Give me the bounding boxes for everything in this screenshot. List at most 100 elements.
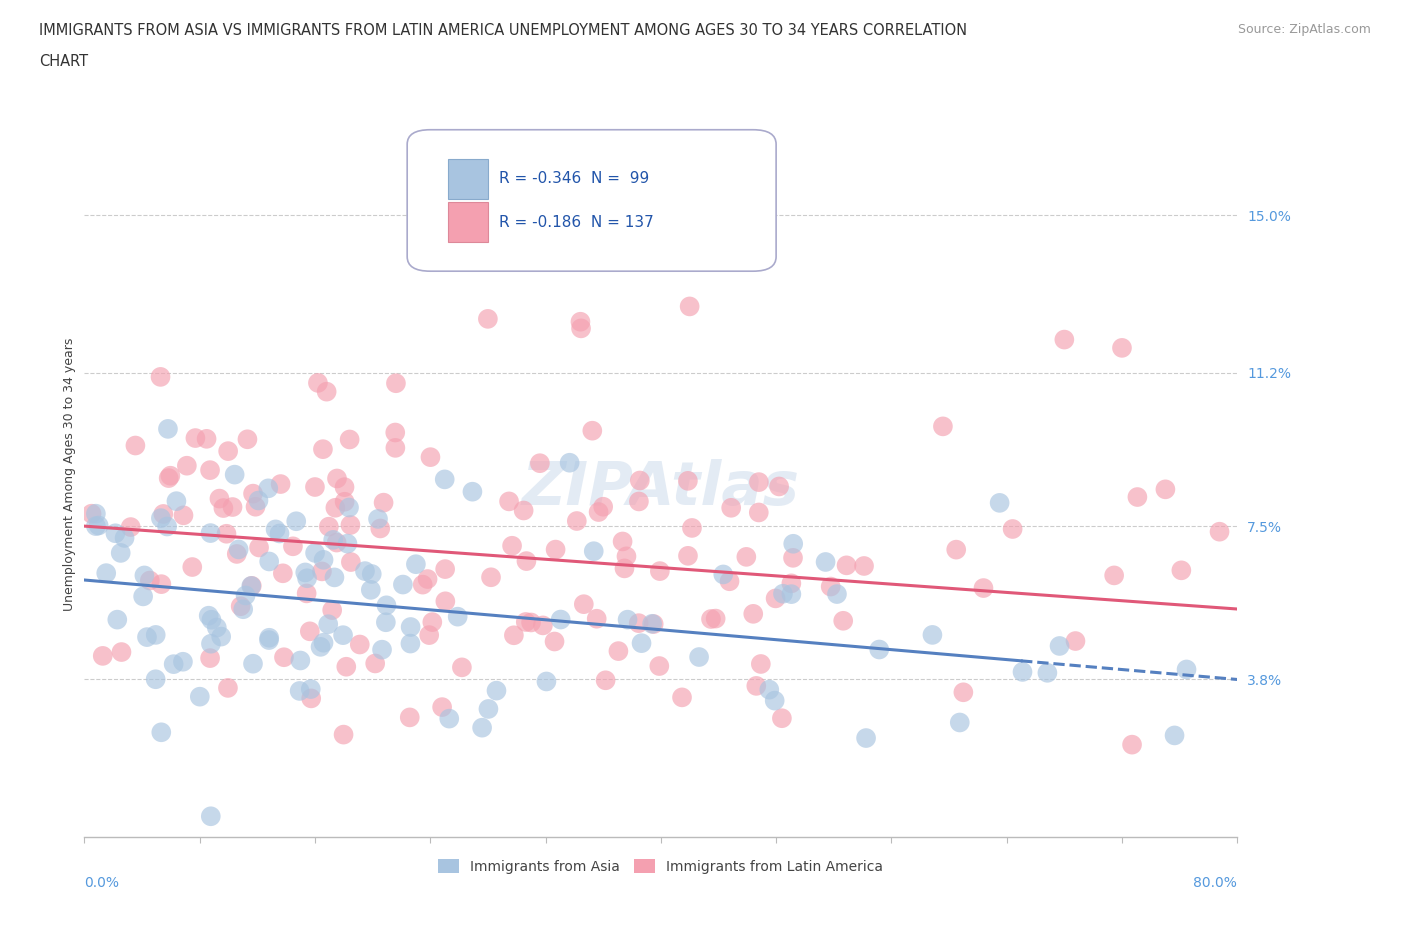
Point [197,608,219,623]
Point [384,425,406,440]
Point [163,657,186,671]
Point [311,564,333,578]
Point [312,442,335,457]
Point [780,587,803,602]
Point [245,499,267,514]
Point [770,711,793,725]
Point [868,642,890,657]
Point [1154,482,1177,497]
Point [477,312,499,326]
Point [165,494,187,509]
Point [132,589,155,604]
Text: ZIPAtlas: ZIPAtlas [522,459,800,518]
Point [335,659,357,674]
Point [572,597,595,612]
Point [339,432,361,447]
Point [765,591,787,605]
Point [688,649,710,664]
Point [91,648,114,663]
Point [588,505,610,520]
Bar [447,159,488,199]
Point [200,636,222,651]
Point [1064,633,1087,648]
Point [447,609,470,624]
Point [195,432,218,446]
Point [136,630,159,644]
Point [700,612,723,627]
Point [735,550,758,565]
Text: R = -0.346  N =  99: R = -0.346 N = 99 [499,171,650,186]
Point [240,578,263,593]
Point [295,571,318,586]
Point [224,467,246,482]
Point [972,580,994,595]
Point [285,513,308,528]
Point [340,554,363,569]
Point [398,710,420,724]
Point [531,618,554,632]
Point [332,628,354,643]
Point [333,480,356,495]
Point [80,506,103,521]
Point [420,615,443,630]
Point [235,588,257,603]
Point [188,689,211,704]
Point [236,432,259,446]
Point [323,570,346,585]
Point [676,549,699,564]
Point [434,562,457,577]
Point [304,546,326,561]
Point [832,614,855,629]
Point [290,653,312,668]
Point [613,561,636,576]
Point [149,369,172,384]
Point [385,376,408,391]
Point [1001,522,1024,537]
Point [461,485,484,499]
Point [853,559,876,574]
Point [298,624,321,639]
Point [405,557,427,572]
Point [616,549,638,564]
Point [322,533,344,548]
Point [835,558,858,573]
Point [240,578,263,593]
Point [84,506,107,521]
Point [105,612,128,627]
Point [485,684,508,698]
Point [299,682,322,697]
Point [156,421,179,436]
Point [671,690,693,705]
Point [676,473,699,488]
Point [814,554,837,569]
Text: 80.0%: 80.0% [1194,876,1237,890]
Point [543,634,565,649]
Point [247,540,270,555]
Point [498,494,520,509]
Point [945,542,967,557]
Point [145,671,167,686]
Point [1111,340,1133,355]
Point [294,565,316,580]
Point [550,612,572,627]
Point [288,684,311,698]
Text: Source: ZipAtlas.com: Source: ZipAtlas.com [1237,23,1371,36]
Legend: Immigrants from Asia, Immigrants from Latin America: Immigrants from Asia, Immigrants from La… [432,852,890,881]
Point [479,570,502,585]
Point [855,731,877,746]
Point [782,537,804,551]
Point [558,456,581,471]
Point [87,518,110,533]
Point [157,471,180,485]
Point [257,632,280,647]
Point [1121,737,1143,752]
Point [200,525,222,540]
Point [110,644,132,659]
Point [176,458,198,473]
Point [616,612,638,627]
Point [281,538,304,553]
Point [988,496,1011,511]
Point [273,650,295,665]
Point [321,603,343,618]
Point [120,520,142,535]
